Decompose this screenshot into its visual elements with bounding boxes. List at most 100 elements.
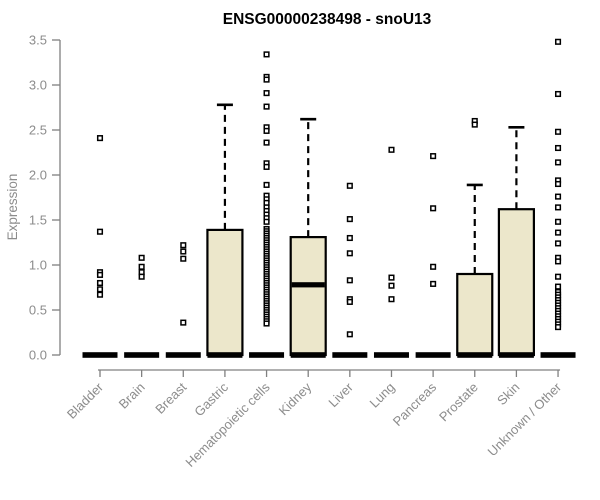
y-tick-label: 0.0 [29,348,47,363]
zero-bar [82,352,118,358]
x-tick-label-pancreas: Pancreas [390,379,440,429]
outlier-point [263,127,270,134]
outlier-point [554,204,562,211]
x-tick-label-skin: Skin [494,380,522,408]
zero-bar [249,352,285,358]
box-rect [497,208,535,357]
plot-area [82,38,576,358]
outlier-point [554,258,562,265]
y-tick-label: 3.5 [29,33,47,48]
outlier-point [554,144,562,152]
y-tick-label: 3.0 [29,78,47,93]
box-group-skin [497,126,535,358]
outlier-point [346,182,353,189]
outlier-point [554,159,562,166]
outlier-point [554,229,562,236]
y-tick-label: 0.5 [29,303,47,318]
outlier-point [430,153,437,160]
zero-bar [290,352,326,358]
outlier-point [96,279,104,287]
outlier-point [263,76,270,83]
outlier-point [346,277,353,284]
box-group-lung [373,146,409,358]
outlier-point [263,163,270,170]
zero-bar [332,352,368,358]
outlier-point [263,90,270,97]
outlier-point [138,263,145,270]
outlier-point [346,250,353,257]
box-rect [456,272,494,357]
box-group-breast [165,242,201,358]
outlier-point [554,283,562,290]
y-tick-label: 1.0 [29,258,47,273]
box-rect [206,228,244,357]
zero-bar [373,352,409,358]
outlier-point [180,242,187,249]
outlier-point [430,263,437,270]
median-line [291,282,325,288]
zero-bar [124,352,160,358]
zero-bar [415,352,451,358]
outlier-point [263,139,270,146]
outlier-point [180,248,187,255]
outlier-point [138,273,145,280]
outlier-point [346,216,353,223]
outlier-point [388,296,395,303]
outlier-point [263,218,270,225]
chart-title: ENSG00000238498 - snoU13 [223,11,432,28]
x-tick-label-prostate: Prostate [436,380,481,425]
outlier-point [96,271,104,278]
box-group-bladder [82,135,118,358]
outlier-point [554,240,562,247]
outlier-point [180,319,187,326]
x-tick-label-unknown-other: Unknown / Other [485,379,565,459]
box-group-hematopoietic-cells [249,51,285,358]
box-group-pancreas [415,153,451,358]
x-tick-label-gastric: Gastric [191,379,231,419]
zero-bar [498,352,534,358]
outlier-point [554,273,562,280]
y-tick-label: 2.0 [29,168,47,183]
outlier-point [388,282,395,289]
outlier-point [346,298,353,305]
box-group-prostate [456,117,494,358]
zero-bar [165,352,201,358]
y-axis: 0.0 0.5 1.0 1.5 2.0 2.5 3.0 3.5 [29,33,61,363]
outlier-point [263,181,270,188]
y-tick-label: 1.5 [29,213,47,228]
box-rect [289,236,327,357]
outlier-point [180,255,187,262]
y-axis-title: Expression [5,174,20,241]
outlier-point [346,234,353,242]
x-tick-label-bladder: Bladder [64,379,107,422]
outlier-point [138,254,145,261]
outlier-point [554,180,562,188]
x-tick-label-brain: Brain [116,380,148,412]
x-tick-label-lung: Lung [367,380,398,411]
box-group-brain [124,254,160,358]
outlier-point [263,320,270,327]
outlier-point [96,228,104,235]
outlier-point [554,38,562,45]
box-group-gastric [206,103,244,358]
outlier-point [388,146,395,153]
outlier-point [554,90,562,98]
outlier-point [96,135,104,142]
box-group-liver [332,182,368,358]
outlier-point [96,291,104,298]
outlier-point [554,193,562,200]
outlier-point [263,51,270,58]
zero-bar [207,352,243,358]
zero-bar [540,352,576,358]
x-tick-label-breast: Breast [152,379,189,416]
x-tick-label-kidney: Kidney [276,379,315,418]
outlier-point [388,274,395,281]
box-group-kidney [289,117,327,358]
outlier-point [471,121,478,128]
outlier-point [263,103,270,110]
outlier-point [430,280,437,287]
outlier-point [554,218,562,225]
